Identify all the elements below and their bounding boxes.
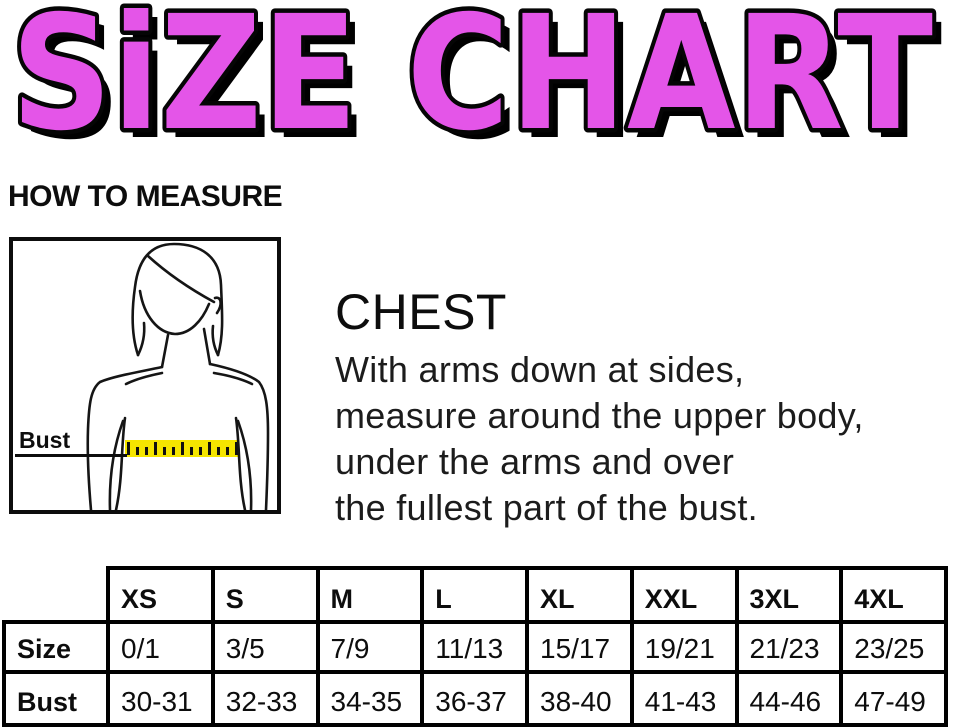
torso-left [114, 416, 127, 510]
inner-arm-right [236, 419, 253, 510]
hair-parting [146, 254, 216, 304]
clavicle-right [212, 371, 254, 386]
torso-right [234, 416, 247, 510]
table-cell: 32-33 [210, 670, 320, 727]
chest-instruction-text: With arms down at sides, measure around … [335, 347, 864, 531]
size-column-header: XXL [629, 566, 739, 624]
table-cell: 0/1 [106, 620, 215, 674]
table-cell: 7/9 [315, 620, 425, 674]
shoulder-arm-right [208, 362, 270, 510]
size-chart-title: SiZE CHART SiZE CHART [7, 0, 943, 168]
measuring-tape-icon [125, 440, 239, 457]
table-cell: 19/21 [629, 620, 739, 674]
table-row-bust: Bust 30-31 32-33 34-35 36-37 38-40 41-43… [2, 670, 948, 727]
bust-pointer-line [15, 454, 127, 457]
table-cell: 23/25 [839, 620, 948, 674]
neck-left [160, 333, 170, 369]
chest-instruction-line: With arms down at sides, [335, 349, 745, 390]
how-to-measure-heading: HOW TO MEASURE [8, 180, 283, 213]
table-header-row: XS S M L XL XXL 3XL 4XL [4, 566, 948, 624]
inner-arm-left [108, 419, 125, 510]
size-row-label: Size [2, 620, 110, 674]
table-cell: 15/17 [525, 620, 634, 674]
clavicle-left [124, 371, 164, 386]
chest-instructions: CHEST With arms down at sides, measure a… [335, 286, 864, 531]
table-cell: 21/23 [734, 620, 844, 674]
chest-heading: CHEST [335, 284, 507, 340]
size-column-header: M [315, 566, 425, 624]
table-cell: 34-35 [315, 670, 425, 727]
table-row-size: Size 0/1 3/5 7/9 11/13 15/17 19/21 21/23… [2, 620, 948, 674]
chest-instruction-line: the fullest part of the bust. [335, 487, 758, 528]
table-cell: 44-46 [734, 670, 844, 727]
table-cell: 11/13 [420, 620, 529, 674]
size-table: XS S M L XL XXL 3XL 4XL Size 0/1 3/5 7/9… [2, 566, 948, 727]
shoulder-arm-left [86, 365, 164, 510]
table-cell: 30-31 [106, 670, 215, 727]
bust-row-label: Bust [2, 670, 110, 727]
size-column-header: 3XL [734, 566, 844, 624]
size-column-header: L [420, 566, 529, 624]
chest-instruction-line: under the arms and over [335, 441, 735, 482]
table-cell: 36-37 [420, 670, 529, 727]
hair-outline [131, 242, 224, 357]
chest-instruction-line: measure around the upper body, [335, 395, 864, 436]
title-text: SiZE CHART [11, 0, 933, 166]
woman-outline-icon [86, 242, 270, 510]
ear [213, 296, 222, 315]
size-column-header: XS [106, 566, 215, 624]
table-cell: 38-40 [525, 670, 634, 727]
hair-tip-right [211, 324, 220, 357]
size-column-header: S [210, 566, 320, 624]
size-column-header: 4XL [839, 566, 948, 624]
face-jaw [138, 289, 211, 336]
size-column-header: XL [525, 566, 634, 624]
table-cell: 47-49 [839, 670, 948, 727]
hair-tip-left [136, 321, 146, 357]
bust-label: Bust [19, 427, 71, 453]
table-cell: 41-43 [629, 670, 739, 727]
table-corner-spacer [4, 568, 108, 622]
title-shadow-text: SiZE CHART [20, 0, 942, 168]
table-cell: 3/5 [210, 620, 320, 674]
measure-illustration-box: Bust [9, 237, 281, 514]
neck-right [202, 327, 212, 366]
